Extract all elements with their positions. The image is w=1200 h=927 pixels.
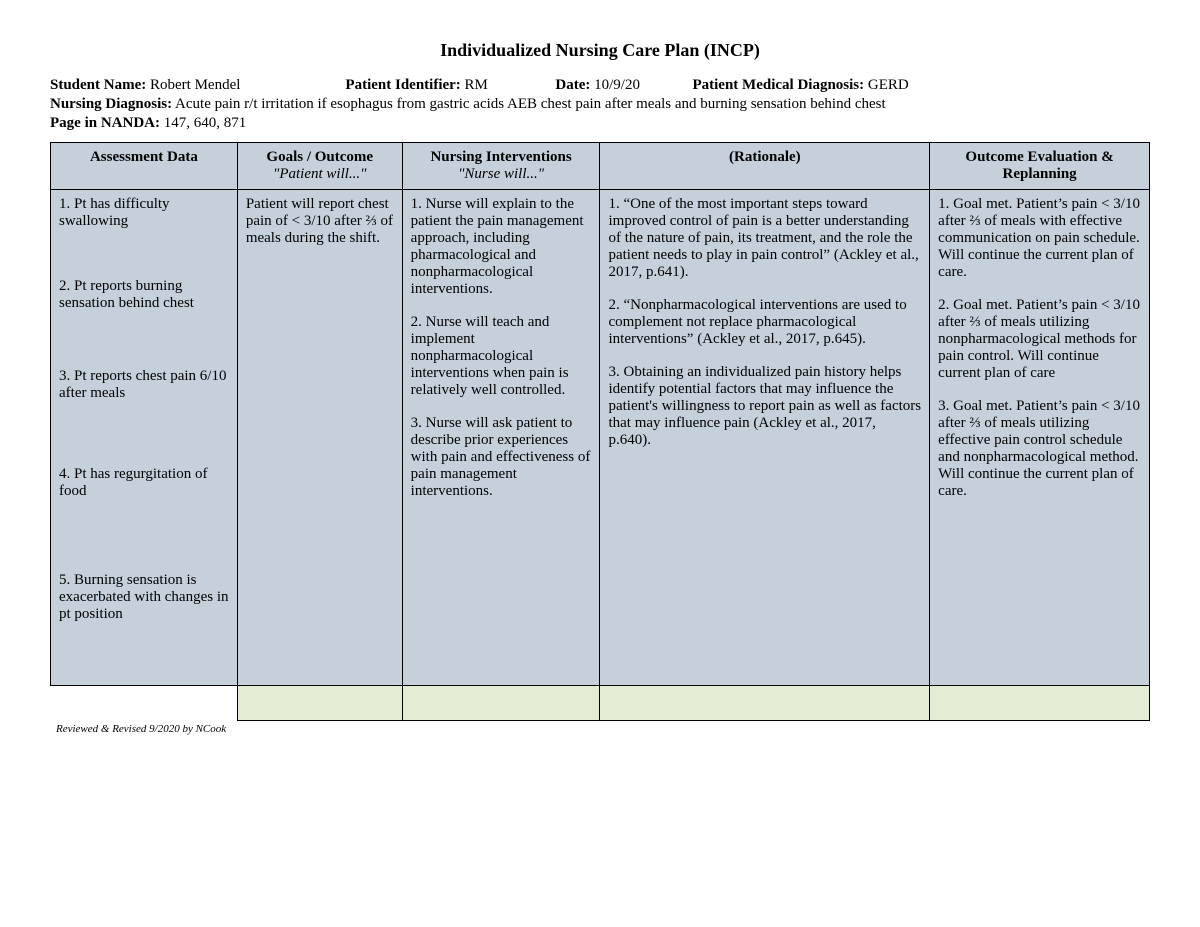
ndx-label: Nursing Diagnosis: (50, 96, 172, 112)
nanda-value: 147, 640, 871 (160, 115, 246, 131)
goals-item: Patient will report chest pain of < 3/10… (246, 196, 394, 247)
intervention-item: 3. Nurse will ask patient to describe pr… (411, 415, 592, 500)
meta-line-2: Nursing Diagnosis: Acute pain r/t irrita… (50, 96, 1150, 113)
rationale-item: 1. “One of the most important steps towa… (608, 196, 921, 281)
meta-block: Student Name: Robert Mendel Patient Iden… (50, 77, 1150, 132)
cell-rationale: 1. “One of the most important steps towa… (600, 190, 930, 686)
meta-line-1: Student Name: Robert Mendel Patient Iden… (50, 77, 1150, 94)
cell-goals: Patient will report chest pain of < 3/10… (237, 190, 402, 686)
table-body-row: 1. Pt has difficulty swallowing 2. Pt re… (51, 190, 1150, 686)
assessment-item: 3. Pt reports chest pain 6/10 after meal… (59, 368, 229, 402)
meta-line-3: Page in NANDA: 147, 640, 871 (50, 115, 1150, 132)
patient-id-value: RM (461, 77, 488, 93)
outcome-item: 2. Goal met. Patient’s pain < 3/10 after… (938, 297, 1141, 382)
outcome-item: 1. Goal met. Patient’s pain < 3/10 after… (938, 196, 1141, 281)
intervention-item: 2. Nurse will teach and implement nonpha… (411, 314, 592, 399)
student-name-value: Robert Mendel (146, 77, 240, 93)
ndx-value: Acute pain r/t irritation if esophagus f… (172, 96, 886, 112)
table-header-row: Assessment Data Goals / Outcome"Patient … (51, 143, 1150, 190)
date-value: 10/9/20 (590, 77, 640, 93)
date-label: Date: (555, 77, 590, 93)
cell-assessment: 1. Pt has difficulty swallowing 2. Pt re… (51, 190, 238, 686)
patient-id-label: Patient Identifier: (345, 77, 460, 93)
intervention-item: 1. Nurse will explain to the patient the… (411, 196, 592, 298)
assessment-item: 4. Pt has regurgitation of food (59, 466, 229, 500)
rationale-item: 3. Obtaining an individualized pain hist… (608, 364, 921, 449)
footer-note: Reviewed & Revised 9/2020 by NCook (50, 723, 1150, 735)
assessment-item: 2. Pt reports burning sensation behind c… (59, 278, 229, 312)
cell-outcome: 1. Goal met. Patient’s pain < 3/10 after… (930, 190, 1150, 686)
col-outcome: Outcome Evaluation & Replanning (930, 143, 1150, 190)
assessment-item: 5. Burning sensation is exacerbated with… (59, 572, 229, 623)
cell-interventions: 1. Nurse will explain to the patient the… (402, 190, 600, 686)
rationale-item: 2. “Nonpharmacological interventions are… (608, 297, 921, 348)
outcome-item: 3. Goal met. Patient’s pain < 3/10 after… (938, 398, 1141, 500)
care-plan-table: Assessment Data Goals / Outcome"Patient … (50, 142, 1150, 721)
nanda-label: Page in NANDA: (50, 115, 160, 131)
table-footer-row (51, 686, 1150, 721)
dx-value: GERD (864, 77, 909, 93)
dx-label: Patient Medical Diagnosis: (692, 77, 864, 93)
col-rationale: (Rationale) (600, 143, 930, 190)
col-interventions: Nursing Interventions"Nurse will..." (402, 143, 600, 190)
col-goals: Goals / Outcome"Patient will..." (237, 143, 402, 190)
assessment-item: 1. Pt has difficulty swallowing (59, 196, 229, 230)
student-name-label: Student Name: (50, 77, 146, 93)
col-assessment: Assessment Data (51, 143, 238, 190)
document-title: Individualized Nursing Care Plan (INCP) (50, 40, 1150, 61)
